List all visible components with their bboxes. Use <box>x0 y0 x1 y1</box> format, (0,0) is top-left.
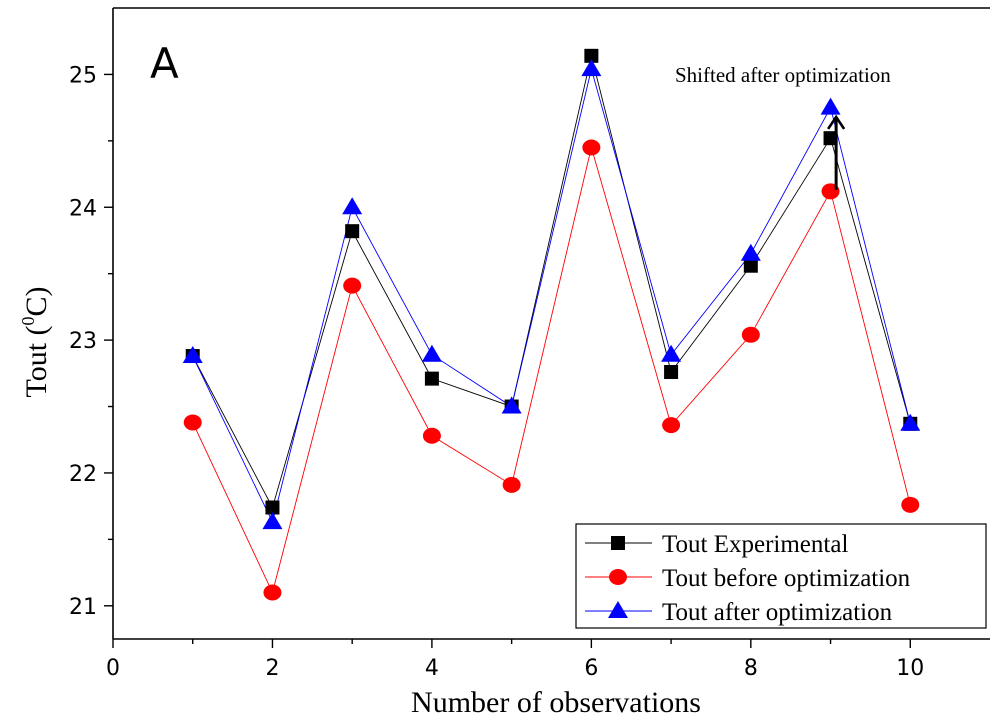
x-tick-label: 2 <box>265 656 279 681</box>
data-point-triangle <box>501 396 522 414</box>
annotation-arrow-head <box>827 114 846 130</box>
data-point-square <box>743 258 758 273</box>
data-point-circle <box>422 427 441 444</box>
series-line-triangle <box>192 68 911 524</box>
series-group <box>182 48 921 601</box>
x-axis-title: Number of observations <box>411 686 701 718</box>
legend-label: Tout Experimental <box>662 531 848 558</box>
data-point-triangle <box>581 59 602 77</box>
data-point-square <box>424 371 439 386</box>
data-point-circle <box>183 414 202 431</box>
data-point-triangle <box>661 344 682 362</box>
annotation-group <box>827 114 846 190</box>
data-point-circle <box>502 476 521 493</box>
x-tick-label: 6 <box>584 656 598 681</box>
x-tick-label: 0 <box>106 656 120 681</box>
data-point-square <box>664 364 679 379</box>
data-point-circle <box>741 326 760 343</box>
data-point-circle <box>343 277 362 294</box>
data-point-triangle <box>262 512 283 530</box>
annotation-text: Shifted after optimization <box>675 63 891 87</box>
series-line-square <box>192 55 911 509</box>
data-point-triangle <box>182 346 203 364</box>
data-point-circle <box>263 584 282 601</box>
data-point-circle <box>582 139 601 156</box>
series-line-circle <box>192 145 911 594</box>
x-tick-label: 10 <box>896 656 924 681</box>
legend: Tout Experimental Tout before optimizatio… <box>575 523 987 629</box>
legend-marker-triangle <box>608 601 628 618</box>
y-axis-title-superscript: 0 <box>18 316 38 325</box>
x-tick-label: 4 <box>425 656 439 681</box>
data-point-circle <box>901 496 920 513</box>
y-tick-label: 21 <box>69 595 97 620</box>
data-point-triangle <box>820 97 841 115</box>
data-point-circle <box>662 417 681 434</box>
data-point-triangle <box>900 413 921 431</box>
data-point-square <box>823 131 838 146</box>
legend-label: Tout before optimization <box>662 565 911 592</box>
data-point-triangle <box>342 197 363 215</box>
legend-marker-circle <box>609 569 627 585</box>
y-axis-title-unit: C) <box>20 286 53 316</box>
data-point-square <box>265 500 280 515</box>
y-tick-label: 22 <box>69 462 97 487</box>
legend-items: Tout Experimental Tout before optimizatio… <box>585 531 911 626</box>
panel-label: A <box>150 39 179 88</box>
y-tick-label: 25 <box>69 63 97 88</box>
y-axis-title-main: Tout ( <box>20 325 53 397</box>
y-axis-title: Tout (0C) <box>18 286 53 397</box>
data-point-square <box>584 48 599 63</box>
y-tick-label: 24 <box>69 196 97 221</box>
data-point-triangle <box>740 243 761 261</box>
x-tick-label: 8 <box>744 656 758 681</box>
legend-label: Tout after optimization <box>662 599 893 626</box>
data-point-triangle <box>421 344 442 362</box>
y-tick-label: 23 <box>69 329 97 354</box>
data-point-square <box>345 224 360 239</box>
legend-marker-square <box>611 536 625 550</box>
